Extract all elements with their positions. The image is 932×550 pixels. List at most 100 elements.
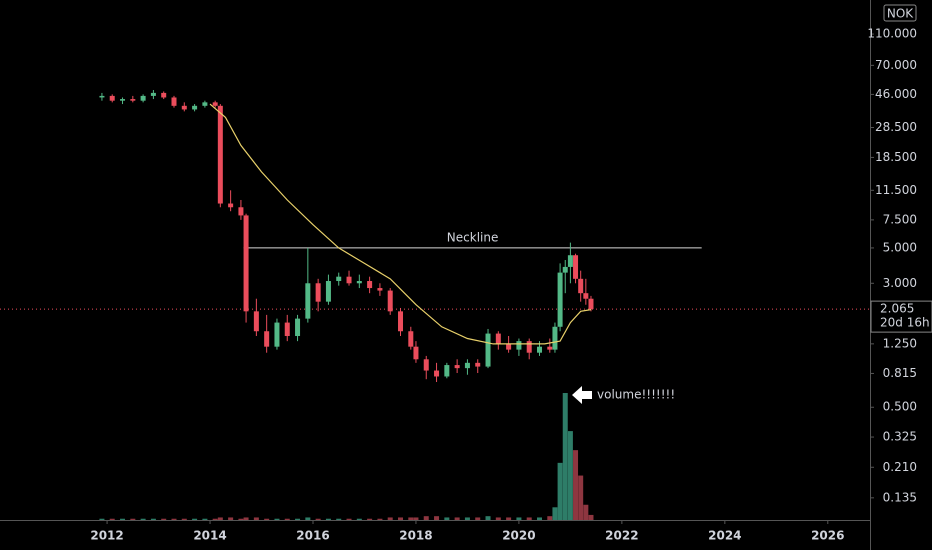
volume-bar [444, 517, 450, 520]
volume-bar [377, 518, 383, 520]
volume-bar [161, 518, 167, 520]
candle-body [413, 346, 419, 360]
x-tick-label: 2022 [605, 529, 638, 543]
volume-bar [171, 518, 177, 520]
volume-bar [454, 517, 460, 520]
candle-body [130, 99, 136, 101]
volume-bar [315, 518, 321, 520]
candle-body [444, 365, 450, 377]
volume-bar [120, 518, 126, 520]
candle-body [212, 102, 218, 106]
volume-bar [423, 516, 429, 520]
volume-bar [588, 514, 594, 520]
volume-bar [305, 517, 311, 520]
candle-body [336, 276, 342, 282]
x-tick-label: 2018 [399, 529, 432, 543]
y-tick-label: 0.500 [883, 400, 917, 414]
volume-bar [192, 518, 198, 520]
candle-body [485, 333, 491, 367]
volume-bar [413, 517, 419, 520]
candle-body [377, 288, 383, 291]
y-tick-label: 5.000 [883, 240, 917, 254]
volume-bar [547, 516, 553, 520]
candle-body [120, 99, 126, 101]
currency-badge [883, 4, 917, 22]
y-tick-label: 0.135 [883, 490, 917, 504]
volume-bar [485, 516, 491, 520]
volume-bar [562, 393, 568, 520]
y-tick-label: 11.500 [875, 183, 917, 197]
candle-body [495, 333, 501, 344]
volume-bar [578, 475, 584, 520]
y-tick-label: 3.000 [883, 276, 917, 290]
y-tick-label: 110.000 [867, 27, 917, 41]
candle-body [109, 95, 115, 101]
candle-body [325, 281, 331, 302]
volume-bar [109, 518, 115, 520]
y-tick-label: 0.325 [883, 430, 917, 444]
volume-bar [140, 518, 146, 520]
volume-bar [130, 518, 136, 520]
y-tick-label: 0.210 [883, 460, 917, 474]
candle-body [573, 255, 579, 279]
volume-bar [295, 518, 301, 520]
candle-body [315, 283, 321, 302]
candle-body [423, 359, 429, 371]
candle-body [356, 281, 362, 284]
candle-body [99, 95, 105, 98]
x-tick-label: 2012 [90, 529, 123, 543]
volume-bar [243, 517, 249, 520]
annotation-text: volume!!!!!!! [597, 388, 675, 402]
volume-bar [506, 517, 512, 520]
candle-body [295, 318, 301, 337]
candle-body [305, 283, 311, 319]
candle-body [588, 298, 594, 310]
volume-bar [573, 450, 579, 520]
volume-bar [408, 517, 414, 520]
volume-bar [181, 518, 187, 520]
candle-body [171, 97, 177, 106]
candle-body [454, 365, 460, 369]
volume-bar [346, 518, 352, 520]
volume-bar [557, 462, 563, 520]
volume-bar [336, 518, 342, 520]
volume-bar [516, 517, 522, 520]
candle-body [475, 362, 481, 367]
x-tick-label: 2020 [502, 529, 535, 543]
candle-body [274, 322, 280, 347]
volume-bar [238, 518, 244, 520]
annotation-arrow [572, 386, 592, 404]
candle-body [228, 203, 234, 208]
volume-bar [325, 518, 331, 520]
candle-body [434, 370, 440, 377]
neckline-label: Neckline [447, 230, 499, 244]
x-tick-label: 2014 [193, 529, 226, 543]
last-price-label: 2.065 [880, 302, 914, 316]
volume-bar [228, 517, 234, 520]
volume-bar [217, 517, 223, 520]
volume-bar [356, 518, 362, 520]
candle-body [552, 326, 558, 350]
volume-bar [495, 517, 501, 520]
candle-body [506, 343, 512, 350]
volume-bar [387, 517, 393, 520]
candle-body [557, 272, 563, 327]
candle-body [387, 290, 393, 312]
candle-body [398, 311, 404, 332]
volume-bar [253, 517, 259, 520]
volume-bar [475, 517, 481, 520]
candle-body [346, 276, 352, 284]
volume-bar [274, 518, 280, 520]
x-tick-label: 2026 [811, 529, 844, 543]
volume-bar [526, 517, 532, 520]
y-tick-label: 1.250 [883, 336, 917, 350]
candle-body [264, 331, 270, 347]
candle-body [284, 322, 290, 337]
candle-body [537, 346, 543, 353]
candle-body [516, 341, 522, 350]
candle-body [192, 105, 198, 110]
countdown-label: 20d 16h [880, 316, 930, 330]
candle-body [567, 255, 573, 267]
